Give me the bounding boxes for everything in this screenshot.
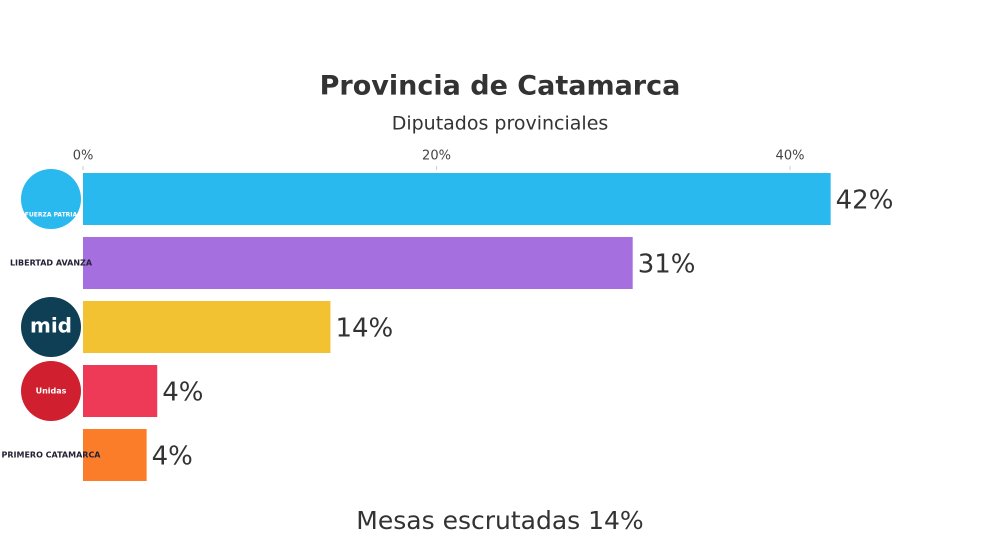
category-label: Unidas xyxy=(36,387,67,396)
annotation: Mesas escrutadas 14% xyxy=(356,506,643,535)
value-label: 4% xyxy=(162,378,203,408)
category-label: FUERZA PATRIA xyxy=(25,212,78,219)
bar xyxy=(83,301,331,353)
logo xyxy=(21,425,81,485)
category-label: mid xyxy=(30,314,72,338)
logo xyxy=(21,169,81,229)
chart-title: Provincia de Catamarca xyxy=(320,71,681,102)
value-label: 31% xyxy=(638,250,696,280)
value-label: 4% xyxy=(152,442,193,472)
category-label: PRIMERO CATAMARCA xyxy=(1,451,101,460)
chart-subtitle: Diputados provinciales xyxy=(392,113,609,135)
category-label: LIBERTAD AVANZA xyxy=(10,259,93,268)
x-tick-label: 40% xyxy=(776,149,805,164)
bar xyxy=(83,429,147,481)
logo xyxy=(21,297,81,357)
bar xyxy=(83,237,633,289)
x-tick-label: 0% xyxy=(73,149,94,164)
x-tick-label: 20% xyxy=(422,149,451,164)
value-label: 14% xyxy=(335,314,393,344)
logo xyxy=(21,361,81,421)
bar xyxy=(83,365,158,417)
value-label: 42% xyxy=(836,186,894,216)
logo xyxy=(21,233,81,293)
bar xyxy=(83,173,831,225)
